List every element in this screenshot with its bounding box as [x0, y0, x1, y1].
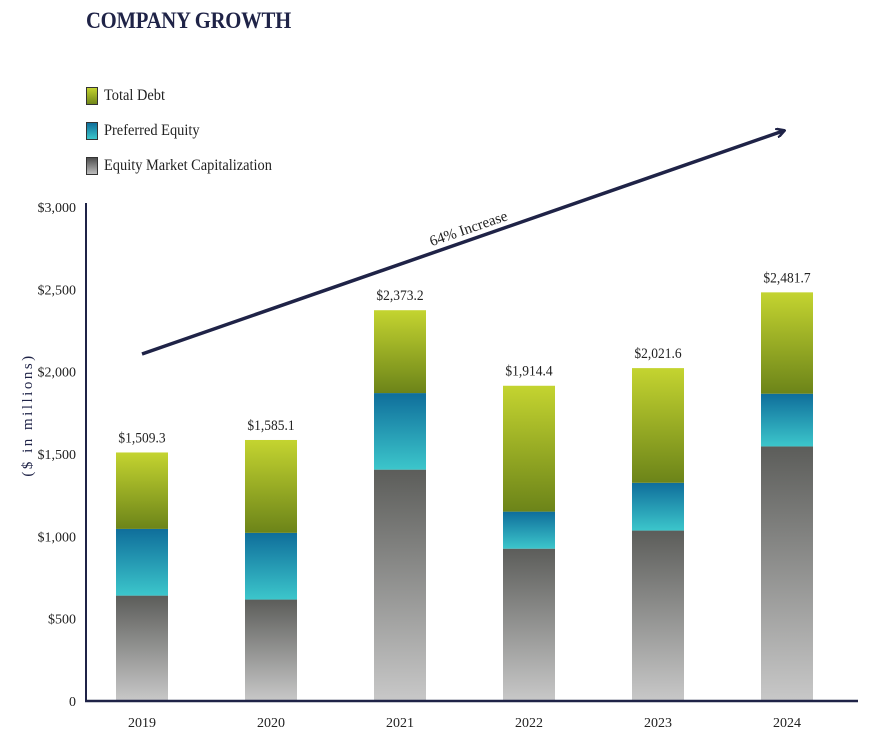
x-tick-label-2023: 2023: [644, 716, 672, 731]
legend-item-equity-market-cap: Equity Market Capitalization: [86, 148, 291, 183]
bar-equity-market-cap-2024: [761, 446, 813, 701]
growth-arrow: [141, 131, 783, 356]
x-tick-label-2022: 2022: [515, 716, 543, 731]
bar-total-debt-2024: [761, 292, 813, 394]
legend-item-preferred-equity: Preferred Equity: [86, 113, 291, 148]
bar-preferred-equity-2023: [632, 482, 684, 531]
bar-equity-market-cap-2019: [116, 595, 168, 701]
y-tick-label-2500: $2,500: [38, 283, 77, 298]
legend-label-total-debt: Total Debt: [104, 86, 165, 104]
bar-equity-market-cap-2022: [503, 548, 555, 701]
bar-equity-market-cap-2020: [245, 599, 297, 701]
y-axis-label-group: ($ in millions): [20, 353, 36, 476]
total-label-2023: $2,021.6: [634, 345, 681, 362]
y-tick-label-1000: $1,000: [38, 530, 77, 545]
bar-total-debt-2020: [245, 439, 297, 533]
total-label-2020: $1,585.1: [247, 417, 294, 434]
bar-preferred-equity-2021: [374, 393, 426, 470]
y-tick-label-3000: $3,000: [38, 201, 77, 216]
total-label-2019: $1,509.3: [118, 430, 165, 447]
bar-equity-market-cap-2021: [374, 469, 426, 701]
y-axis-label: ($ in millions): [20, 353, 36, 476]
legend: Total Debt Preferred Equity Equity Marke…: [86, 78, 291, 183]
bar-preferred-equity-2024: [761, 393, 813, 447]
legend-swatch-total-debt: [86, 86, 98, 105]
legend-swatch-equity-market-cap: [86, 156, 98, 175]
bar-total-debt-2019: [116, 452, 168, 529]
x-tick-label-2021: 2021: [386, 716, 414, 731]
y-tick-label-500: $500: [48, 613, 76, 628]
bar-equity-market-cap-2023: [632, 530, 684, 701]
y-tick-label-0: 0: [69, 695, 76, 710]
bar-preferred-equity-2019: [116, 528, 168, 596]
bar-total-debt-2023: [632, 368, 684, 483]
bar-total-debt-2021: [374, 310, 426, 394]
total-label-2024: $2,481.7: [763, 270, 810, 287]
legend-label-equity-market-cap: Equity Market Capitalization: [104, 156, 272, 174]
legend-swatch-preferred-equity: [86, 121, 98, 140]
x-tick-label-2020: 2020: [257, 716, 285, 731]
bar-total-debt-2022: [503, 385, 555, 512]
y-tick-label-1500: $1,500: [38, 448, 77, 463]
y-tick-label-2000: $2,000: [38, 366, 77, 381]
bar-preferred-equity-2022: [503, 511, 555, 549]
bar-preferred-equity-2020: [245, 532, 297, 600]
chart-title: COMPANY GROWTH: [86, 8, 291, 33]
total-label-2022: $1,914.4: [505, 363, 552, 380]
total-label-2021: $2,373.2: [376, 288, 423, 305]
x-tick-label-2024: 2024: [773, 716, 801, 731]
legend-item-total-debt: Total Debt: [86, 78, 291, 113]
legend-label-preferred-equity: Preferred Equity: [104, 121, 200, 139]
x-tick-label-2019: 2019: [128, 716, 156, 731]
